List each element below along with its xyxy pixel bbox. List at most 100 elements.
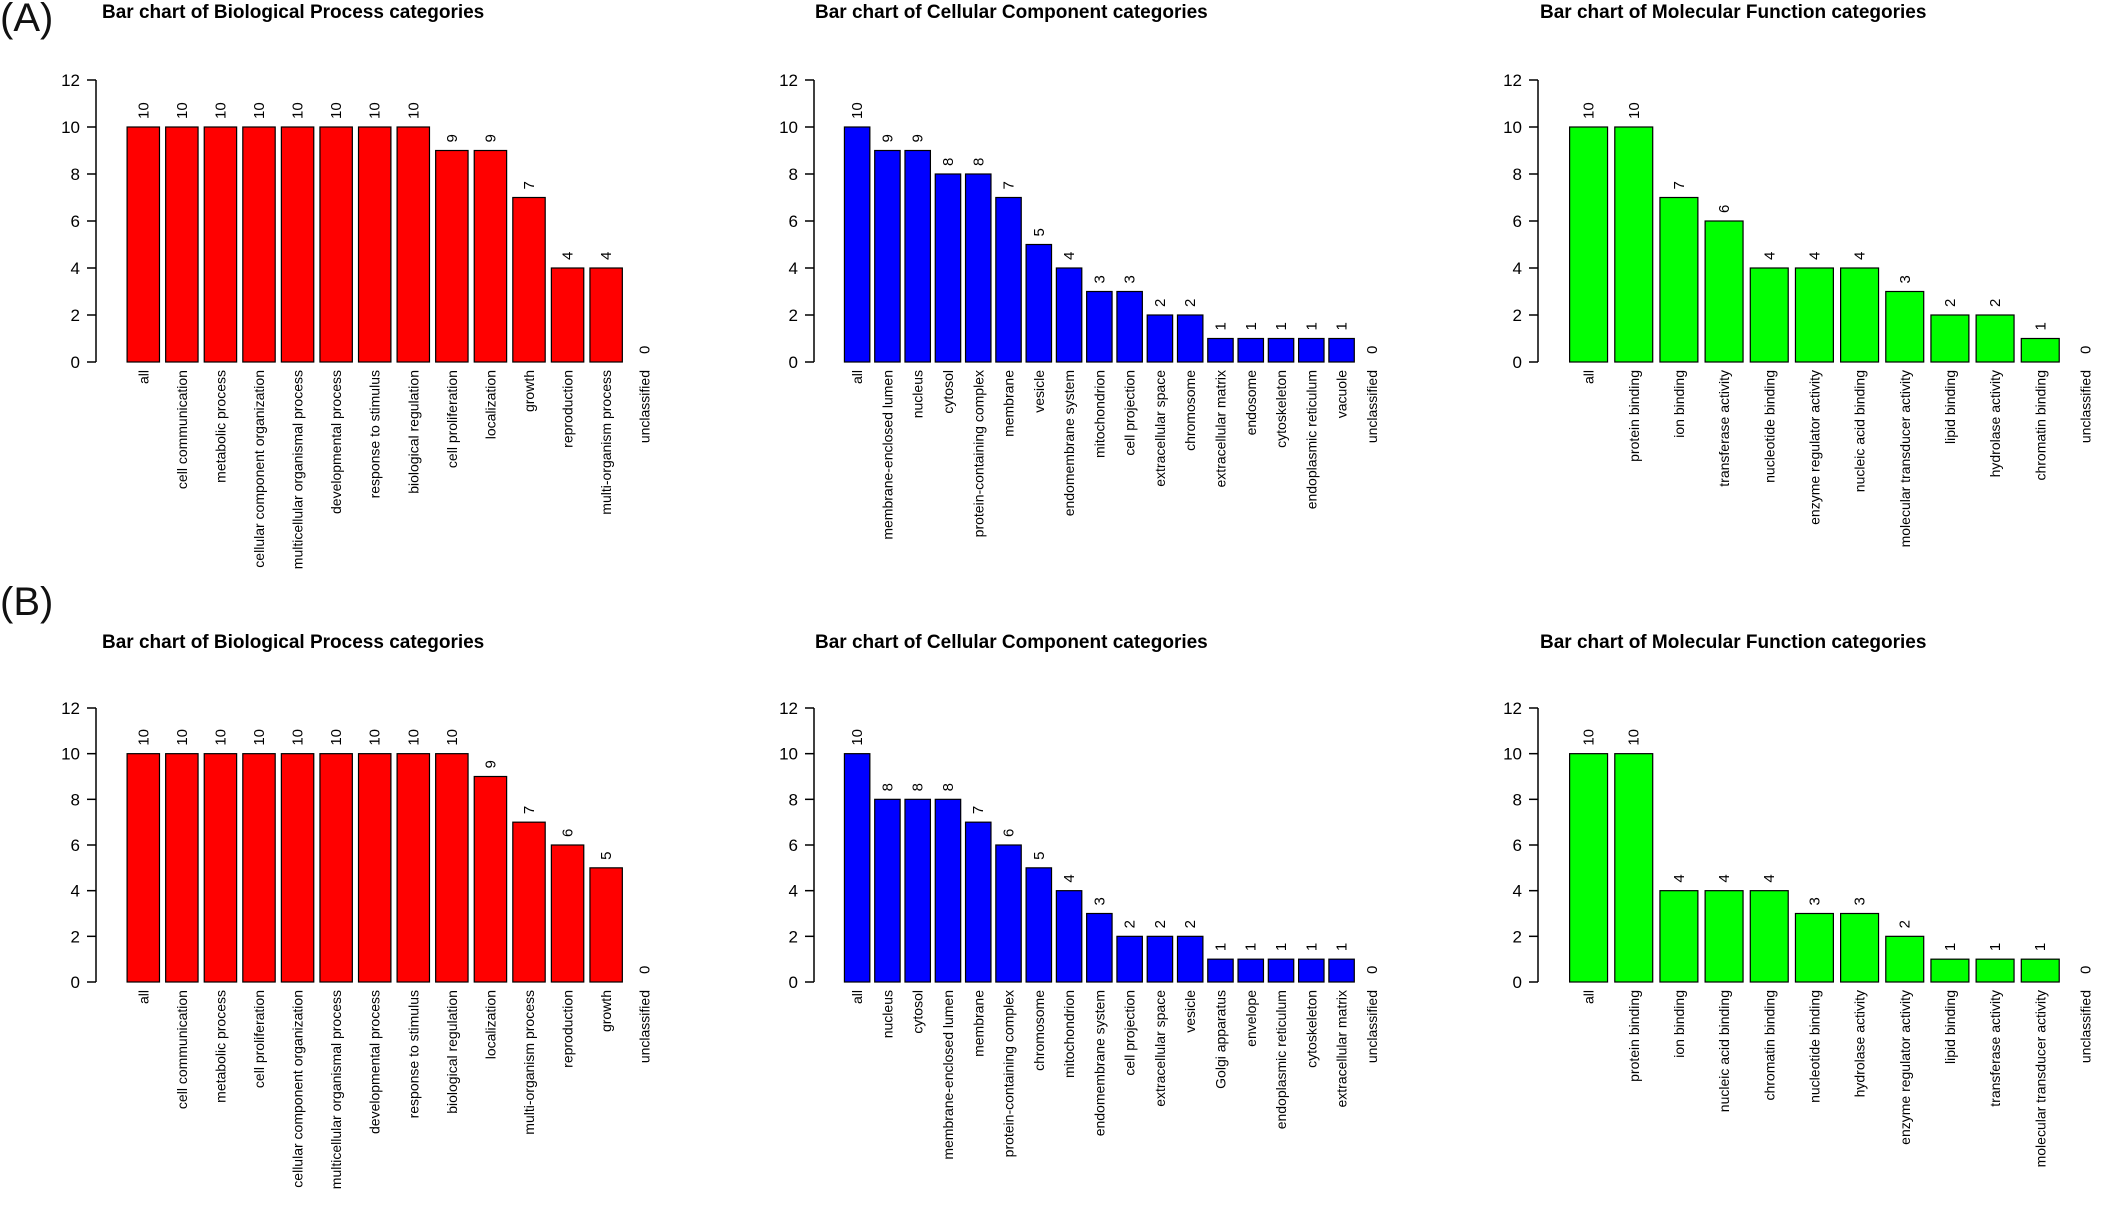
bar-value-label: 10 — [290, 102, 307, 119]
bar[interactable] — [357, 126, 392, 363]
bar[interactable] — [512, 821, 546, 983]
bar[interactable] — [203, 126, 238, 363]
bar-value-label: 4 — [1671, 874, 1688, 882]
bar[interactable] — [1025, 867, 1053, 983]
bar[interactable] — [1116, 935, 1143, 983]
bar[interactable] — [1328, 337, 1355, 363]
bar[interactable] — [396, 126, 431, 363]
x-category-label: chromatin binding — [2032, 370, 2048, 481]
bar[interactable] — [995, 844, 1022, 983]
bar[interactable] — [1055, 890, 1083, 983]
x-category-label: endomembrane system — [1061, 370, 1077, 516]
bar[interactable] — [280, 126, 315, 363]
x-category-label: metabolic process — [212, 370, 228, 483]
bar[interactable] — [165, 753, 199, 983]
bar[interactable] — [843, 753, 871, 983]
bar[interactable] — [1146, 314, 1174, 363]
bar[interactable] — [1207, 958, 1234, 983]
bar[interactable] — [2020, 337, 2060, 363]
bar[interactable] — [1659, 196, 1699, 363]
bar[interactable] — [1297, 958, 1325, 983]
bar[interactable] — [1840, 267, 1880, 363]
bar[interactable] — [319, 126, 353, 363]
bar[interactable] — [1055, 267, 1083, 363]
bar[interactable] — [1569, 753, 1609, 983]
bar[interactable] — [242, 126, 276, 363]
bar[interactable] — [435, 149, 469, 363]
bar[interactable] — [1146, 935, 1174, 983]
bar[interactable] — [934, 798, 962, 983]
bar[interactable] — [1704, 890, 1744, 983]
bar[interactable] — [319, 753, 353, 983]
bar[interactable] — [1176, 935, 1204, 983]
bar[interactable] — [1614, 126, 1654, 363]
bar[interactable] — [1749, 267, 1789, 363]
bar-value-label: 2 — [1152, 920, 1169, 928]
bar[interactable] — [964, 173, 992, 363]
bar[interactable] — [904, 798, 932, 983]
bar[interactable] — [1840, 912, 1880, 983]
bar[interactable] — [550, 844, 585, 983]
bar[interactable] — [242, 753, 276, 983]
bar[interactable] — [995, 196, 1022, 363]
bar[interactable] — [1086, 290, 1113, 363]
bar[interactable] — [1975, 958, 2015, 983]
bar[interactable] — [1176, 314, 1204, 363]
bar[interactable] — [203, 753, 238, 983]
bar-value-label: 10 — [1626, 729, 1643, 746]
bar[interactable] — [435, 753, 469, 983]
bar-value-label: 8 — [970, 158, 987, 166]
bar[interactable] — [126, 126, 161, 363]
bar-value-label: 4 — [1061, 252, 1078, 260]
bar-value-label: 10 — [1581, 729, 1598, 746]
bar[interactable] — [904, 149, 932, 363]
x-category-label: response to stimulus — [367, 370, 383, 498]
bar[interactable] — [396, 753, 431, 983]
bar[interactable] — [1207, 337, 1234, 363]
bar[interactable] — [1237, 958, 1265, 983]
bar[interactable] — [165, 126, 199, 363]
bar[interactable] — [473, 775, 508, 983]
bar[interactable] — [1267, 337, 1295, 363]
bar[interactable] — [1116, 290, 1143, 363]
bar[interactable] — [280, 753, 315, 983]
bar[interactable] — [1025, 243, 1053, 363]
bar[interactable] — [589, 267, 623, 363]
bar[interactable] — [1930, 958, 1970, 983]
bar[interactable] — [126, 753, 161, 983]
bar[interactable] — [473, 149, 508, 363]
bar[interactable] — [1930, 314, 1970, 363]
bar[interactable] — [934, 173, 962, 363]
x-category-label: extracellular space — [1152, 370, 1168, 487]
bar[interactable] — [1885, 935, 1925, 983]
bar[interactable] — [964, 821, 992, 983]
bar-value-label: 1 — [1942, 943, 1959, 951]
bar[interactable] — [1794, 912, 1834, 983]
bar[interactable] — [874, 149, 901, 363]
bar[interactable] — [589, 867, 623, 983]
bar[interactable] — [1614, 753, 1654, 983]
bar[interactable] — [1237, 337, 1265, 363]
bar[interactable] — [1704, 220, 1744, 363]
bar[interactable] — [1328, 958, 1355, 983]
bar[interactable] — [1659, 890, 1699, 983]
bar[interactable] — [1297, 337, 1325, 363]
bar[interactable] — [512, 196, 546, 363]
bar[interactable] — [874, 798, 901, 983]
x-category-label: multicellular organismal process — [328, 990, 344, 1189]
bar[interactable] — [843, 126, 871, 363]
x-category-label: endoplasmic reticulum — [1303, 370, 1319, 509]
bar-value-label: 2 — [1897, 920, 1914, 928]
bar[interactable] — [2020, 958, 2060, 983]
bar[interactable] — [1794, 267, 1834, 363]
bar-value-label: 3 — [1897, 275, 1914, 283]
bar[interactable] — [550, 267, 585, 363]
bar[interactable] — [1086, 912, 1113, 983]
bar[interactable] — [1885, 290, 1925, 363]
bar[interactable] — [1975, 314, 2015, 363]
bar[interactable] — [1569, 126, 1609, 363]
bar[interactable] — [357, 753, 392, 983]
bar[interactable] — [1749, 890, 1789, 983]
bar[interactable] — [1267, 958, 1295, 983]
